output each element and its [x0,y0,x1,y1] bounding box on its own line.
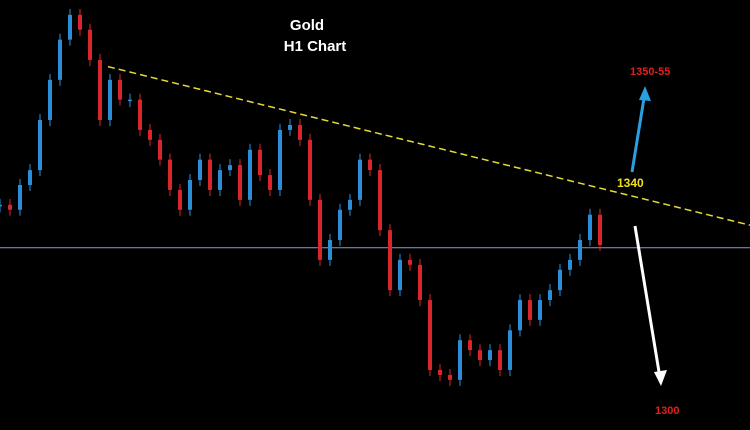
candle [238,165,242,200]
candle [408,259,412,265]
candle [568,259,572,270]
candle [398,259,402,291]
candle [198,159,202,181]
down-arrow [633,225,662,379]
candle [328,240,332,260]
candle [338,209,342,241]
candle [58,39,62,80]
candle [278,129,282,190]
candle [248,149,252,200]
candle [68,14,72,40]
up-arrow [630,91,647,173]
candle [358,159,362,200]
annotation: 1300 [655,405,679,417]
candle [368,159,372,171]
candle [228,165,232,171]
candle [448,374,452,380]
candle [168,159,172,190]
candle [508,330,512,370]
chart-subtitle: H1 Chart [284,38,347,55]
candle [178,189,182,210]
candle [8,204,12,210]
candle [188,180,192,210]
candle [348,199,352,210]
candle [128,99,132,102]
candle [598,214,602,246]
down-arrow-head [654,370,667,386]
candle [268,175,272,190]
candle [258,149,262,176]
candle [458,340,462,380]
candle [138,99,142,130]
candle [88,29,92,61]
candle [478,350,482,361]
candle [498,350,502,370]
candle [48,79,52,121]
candle [18,184,22,210]
candle [28,170,32,185]
candle [378,170,382,231]
candle [158,139,162,160]
candle [438,369,442,375]
candle [428,300,432,370]
candle [488,350,492,361]
candle [528,300,532,320]
up-arrow-head [639,86,651,101]
annotation: 1350-55 [630,66,670,78]
candle [288,124,292,130]
chart-title: Gold [290,17,324,34]
candle [418,264,422,301]
candle [218,170,222,190]
candle [38,120,42,171]
trendline [107,65,750,226]
candle [588,214,592,241]
annotation: 1340 [617,176,644,190]
candle [318,199,322,260]
candle [308,139,312,200]
candle [108,79,112,121]
candle [118,79,122,100]
candle [558,269,562,291]
candle [548,290,552,301]
candle [208,159,212,190]
candle [148,129,152,140]
candle [298,124,302,140]
candle [388,230,392,291]
candle [538,300,542,320]
marks [0,8,750,386]
candle [518,300,522,331]
candle [578,240,582,260]
candle [0,204,2,207]
candle [98,60,102,121]
candle [468,340,472,351]
candle [78,14,82,30]
